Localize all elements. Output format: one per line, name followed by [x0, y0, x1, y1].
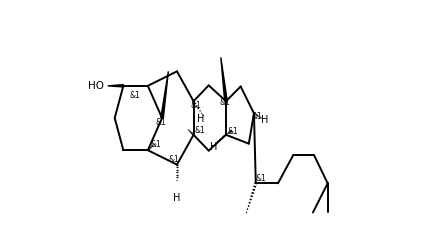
Polygon shape: [221, 57, 227, 101]
Text: &1: &1: [227, 127, 238, 136]
Text: &1: &1: [155, 118, 166, 127]
Text: &1: &1: [129, 91, 140, 100]
Polygon shape: [161, 71, 168, 118]
Text: H: H: [173, 194, 180, 203]
Text: H: H: [197, 114, 204, 124]
Text: &1: &1: [191, 101, 201, 110]
Text: H: H: [261, 115, 269, 125]
Text: &1: &1: [251, 112, 262, 121]
Text: &1: &1: [219, 98, 230, 107]
Text: HO: HO: [88, 81, 104, 91]
Text: H: H: [210, 142, 217, 152]
Text: &1: &1: [256, 174, 267, 183]
Text: &1: &1: [168, 156, 179, 164]
Polygon shape: [108, 85, 123, 87]
Text: &1: &1: [194, 126, 205, 135]
Text: &1: &1: [150, 140, 161, 149]
